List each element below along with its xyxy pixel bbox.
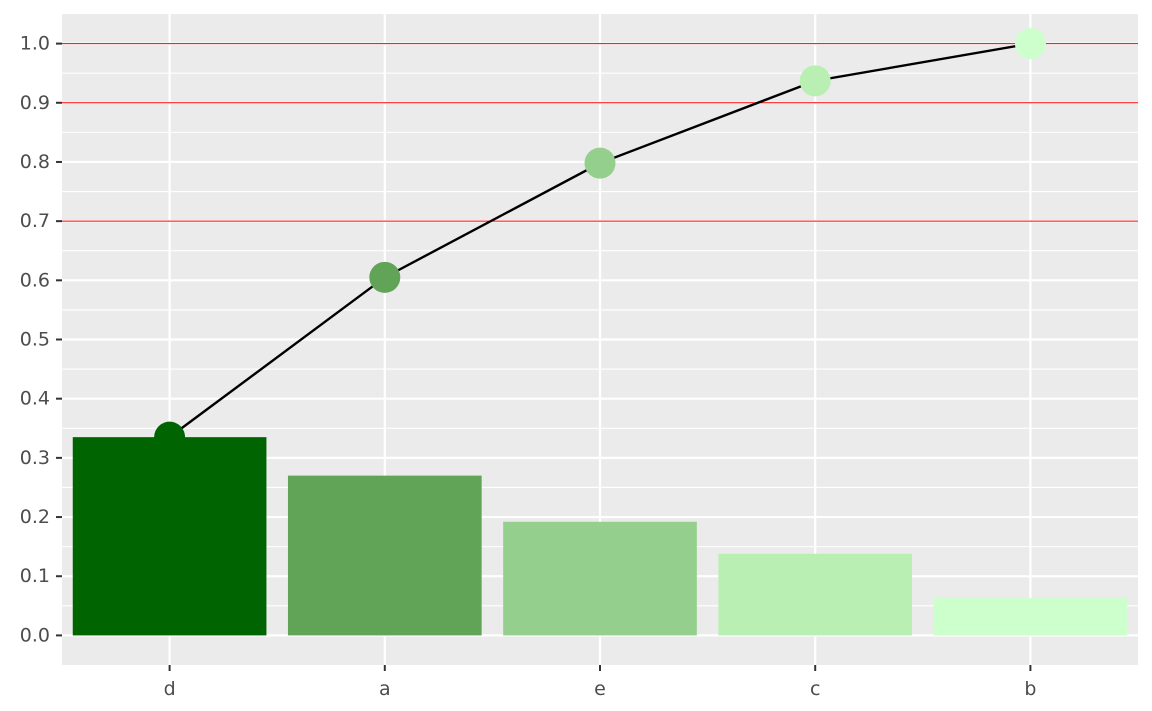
cumulative-points — [154, 28, 1046, 453]
y-tick-label: 0.2 — [20, 506, 50, 528]
point-a — [369, 261, 401, 293]
y-tick-label: 1.0 — [20, 33, 50, 55]
bar-a — [287, 475, 482, 636]
y-tick-label: 0.8 — [20, 151, 50, 173]
bars — [72, 437, 1128, 636]
x-tick-label: d — [164, 678, 176, 700]
y-tick-label: 0.4 — [20, 388, 50, 410]
y-tick-label: 0.1 — [20, 565, 50, 587]
bar-d — [72, 437, 267, 636]
point-e — [584, 147, 616, 179]
y-tick-label: 0.9 — [20, 92, 50, 114]
bar-b — [933, 598, 1128, 636]
point-c — [799, 65, 831, 97]
bar-c — [718, 553, 913, 636]
bar-e — [503, 521, 697, 636]
y-tick-label: 0.6 — [20, 269, 50, 291]
y-tick-label: 0.7 — [20, 210, 50, 232]
x-tick-label: c — [810, 678, 820, 700]
x-tick-label: a — [379, 678, 391, 700]
x-tick-label: b — [1024, 678, 1036, 700]
point-d — [154, 421, 186, 453]
x-tick-label: e — [594, 678, 606, 700]
reference-lines — [62, 43, 1138, 222]
y-tick-label: 0.0 — [20, 624, 50, 646]
y-tick-label: 0.5 — [20, 329, 50, 351]
point-b — [1014, 28, 1046, 60]
y-axis: 0.0 0.1 0.2 0.3 0.4 0.5 0.6 0.7 0.8 0.9 1.0 — [20, 33, 62, 646]
y-tick-label: 0.3 — [20, 447, 50, 469]
